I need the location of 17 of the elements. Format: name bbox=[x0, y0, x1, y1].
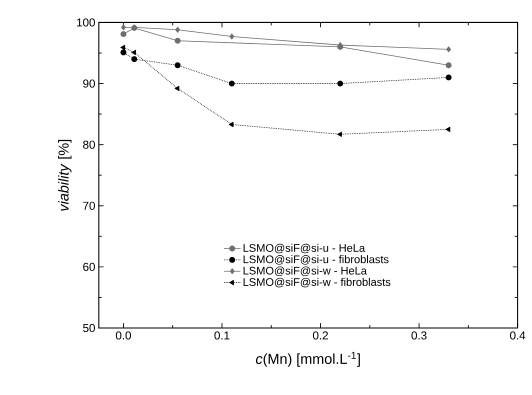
y-tick-label: 80 bbox=[83, 140, 95, 149]
x-tick-label: 0.3 bbox=[412, 332, 427, 340]
x-tick-label: 0.1 bbox=[214, 332, 230, 340]
y-axis-title: viability [%] bbox=[58, 140, 72, 212]
y-tick-label: 90 bbox=[83, 80, 95, 88]
y-tick-label: 100 bbox=[77, 18, 95, 27]
x-axis-title: c(Mn) [mmol.L$^{-1}$] bbox=[256, 352, 360, 368]
legend-label: LSMO@siF@si-w - fibroblasts bbox=[244, 278, 390, 288]
x-tick-label: 0.2 bbox=[312, 332, 328, 340]
y-tick-label: 50 bbox=[83, 324, 95, 332]
x-tick-label: 0.4 bbox=[510, 332, 526, 340]
legend-label: LSMO@siF@si-u - fibroblasts bbox=[244, 255, 389, 265]
y-tick-label: 60 bbox=[83, 263, 95, 272]
legend-label: LSMO@siF@si-u - HeLa bbox=[244, 244, 366, 254]
legend-label: LSMO@siF@si-w - HeLa bbox=[244, 266, 367, 276]
x-tick-label: 0.0 bbox=[116, 332, 131, 340]
y-tick-label: 70 bbox=[83, 202, 95, 210]
